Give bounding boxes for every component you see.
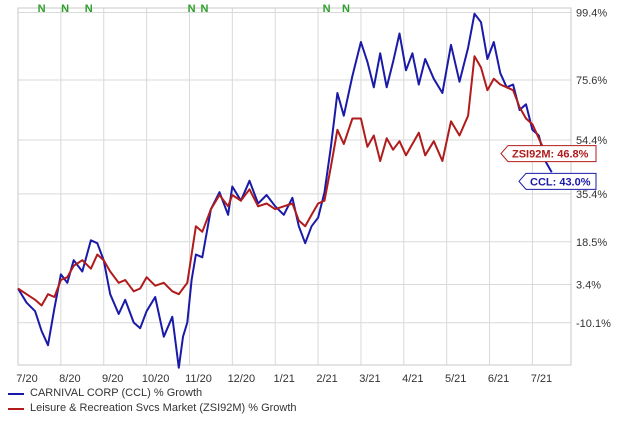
x-tick-label: 7/21 bbox=[531, 373, 552, 385]
y-tick-label: 3.4% bbox=[576, 280, 601, 292]
legend-item-zsi: Leisure & Recreation Svcs Market (ZSI92M… bbox=[8, 401, 297, 416]
y-tick-label: 75.6% bbox=[576, 75, 607, 87]
chart-legend: CARNIVAL CORP (CCL) % Growth Leisure & R… bbox=[8, 386, 297, 416]
y-tick-label: 99.4% bbox=[576, 8, 607, 20]
x-tick-label: 5/21 bbox=[445, 373, 466, 385]
legend-item-ccl: CARNIVAL CORP (CCL) % Growth bbox=[8, 386, 297, 401]
legend-swatch-zsi bbox=[8, 407, 24, 410]
end-label-zsi: ZSI92M: 46.8% bbox=[500, 145, 597, 163]
x-tick-label: 10/20 bbox=[142, 373, 170, 385]
end-label-box-ccl bbox=[518, 172, 597, 190]
series-line-ccl bbox=[17, 12, 553, 369]
x-tick-label: 2/21 bbox=[316, 373, 337, 385]
chart-series bbox=[17, 12, 553, 369]
end-label-box-zsi bbox=[500, 145, 597, 163]
plot-frame bbox=[17, 7, 572, 366]
n-marker: N bbox=[323, 3, 331, 15]
legend-label-zsi: Leisure & Recreation Svcs Market (ZSI92M… bbox=[30, 402, 297, 414]
end-label-ccl: CCL: 43.0% bbox=[518, 172, 597, 190]
x-tick-label: 7/20 bbox=[16, 373, 37, 385]
x-tick-label: 11/20 bbox=[185, 373, 212, 385]
y-tick-label: 35.4% bbox=[576, 189, 607, 201]
y-tick-label: 54.4% bbox=[576, 135, 607, 147]
chart-grid bbox=[17, 8, 571, 365]
legend-swatch-ccl bbox=[8, 392, 24, 395]
end-label-text-ccl: CCL: 43.0% bbox=[530, 176, 591, 188]
end-label-text-zsi: ZSI92M: 46.8% bbox=[512, 149, 589, 161]
legend-label-ccl: CARNIVAL CORP (CCL) % Growth bbox=[30, 387, 203, 399]
n-marker: N bbox=[61, 3, 69, 15]
n-marker: N bbox=[188, 3, 196, 15]
y-tick-label: -10.1% bbox=[576, 318, 611, 330]
series-line-zsi bbox=[17, 55, 553, 307]
x-tick-label: 9/20 bbox=[102, 373, 123, 385]
chart-tick-labels: 7/20 8/20 9/20 10/20 11/20 12/20 1/21 2/21 3/21 4… bbox=[16, 8, 611, 385]
n-marker: N bbox=[38, 3, 46, 15]
n-marker: N bbox=[85, 3, 93, 15]
x-tick-label: 8/20 bbox=[59, 373, 80, 385]
x-tick-label: 3/21 bbox=[359, 373, 380, 385]
x-tick-label: 6/21 bbox=[488, 373, 509, 385]
chart-end-labels: CCL: 43.0% ZSI92M: 46.8% bbox=[500, 145, 597, 190]
n-marker: N bbox=[342, 3, 350, 15]
x-tick-label: 1/21 bbox=[273, 373, 294, 385]
x-tick-label: 4/21 bbox=[402, 373, 423, 385]
y-tick-label: 18.5% bbox=[576, 237, 607, 249]
x-tick-label: 12/20 bbox=[228, 373, 256, 385]
n-marker: N bbox=[201, 3, 209, 15]
